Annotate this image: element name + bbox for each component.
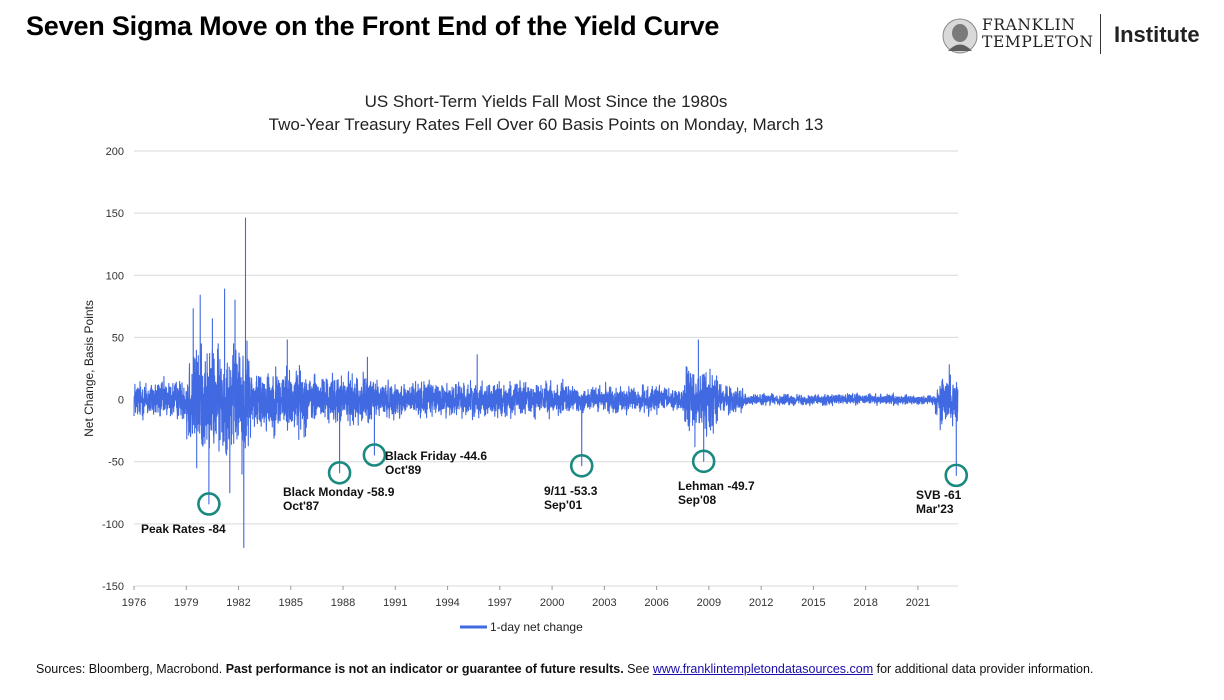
y-tick-label: -50 [108,457,124,469]
annotation-date: Mar'23 [916,502,954,516]
y-axis-label: Net Change, Basis Points [82,300,96,437]
annotation-label: SVB -61 [916,488,962,502]
x-tick-label: 1994 [435,597,459,609]
annotation-label: Lehman -49.7 [678,479,755,493]
x-tick-label: 2015 [801,597,825,609]
y-tick-label: 150 [106,208,124,220]
footer-sources: Sources: Bloomberg, Macrobond. Past perf… [36,661,1206,677]
x-tick-label: 2009 [697,597,721,609]
annotation-circle [197,492,221,516]
x-tick-label: 2012 [749,597,773,609]
annotation-circle [944,463,969,488]
y-tick-label: -100 [102,519,124,531]
annotation-date: Oct'89 [385,463,422,477]
annotation-date: Oct'87 [283,499,320,513]
footer-sources-prefix: Sources: Bloomberg, Macrobond. [36,662,226,676]
y-tick-label: 0 [118,395,124,407]
x-tick-label: 2006 [644,597,668,609]
annotation-label: 9/11 -53.3 [544,484,598,498]
chart-subtitle: Two-Year Treasury Rates Fell Over 60 Bas… [268,115,824,134]
portrait-seal-icon [942,18,978,54]
legend-label: 1-day net change [490,620,583,634]
x-tick-label: 1997 [488,597,512,609]
annotation-label: Black Friday -44.6 [385,449,487,463]
chart-title: US Short-Term Yields Fall Most Since the… [364,92,728,111]
y-tick-label: 200 [106,146,124,158]
y-tick-label: -150 [102,581,124,593]
annotation-circle [569,454,594,478]
x-tick-label: 2000 [540,597,564,609]
x-tick-label: 1988 [331,597,355,609]
annotation-label: Black Monday -58.9 [283,485,395,499]
x-tick-label: 2021 [906,597,930,609]
annotation-label: Peak Rates -84 [141,522,226,536]
x-tick-label: 2018 [853,597,877,609]
annotation-date: Sep'08 [678,493,717,507]
y-tick-label: 50 [112,332,124,344]
x-tick-label: 1985 [279,597,303,609]
logo-divider [1100,14,1101,54]
footer-see: See [623,662,653,676]
footer-data-sources-link[interactable]: www.franklintempletondatasources.com [652,662,874,676]
annotation-date: Sep'01 [544,498,583,512]
x-tick-label: 2003 [592,597,616,609]
logo-word-franklin: FRANKLIN [982,16,1076,34]
page-title: Seven Sigma Move on the Front End of the… [26,11,720,41]
y-tick-label: 100 [106,270,124,282]
annotation-circle [362,443,387,467]
franklin-templeton-logo: FRANKLIN TEMPLETON Institute [938,12,1213,56]
footer-suffix: for additional data provider information… [873,662,1094,676]
x-tick-label: 1982 [226,597,250,609]
x-tick-label: 1991 [383,597,407,609]
chart: 200 150 100 50 0 -50 -100 -150 1976 1979 1982 1985 1… [82,146,969,634]
logo-word-templeton: TEMPLETON [982,33,1094,51]
footer-disclaimer: Past performance is not an indicator or … [225,662,624,676]
series-line-1-day-net-change [133,217,959,549]
x-tick-label: 1979 [174,597,198,609]
logo-institute: Institute [1114,22,1200,47]
x-tick-label: 1976 [122,597,146,609]
annotation-circle [691,449,716,474]
annotation-circle [327,460,352,485]
